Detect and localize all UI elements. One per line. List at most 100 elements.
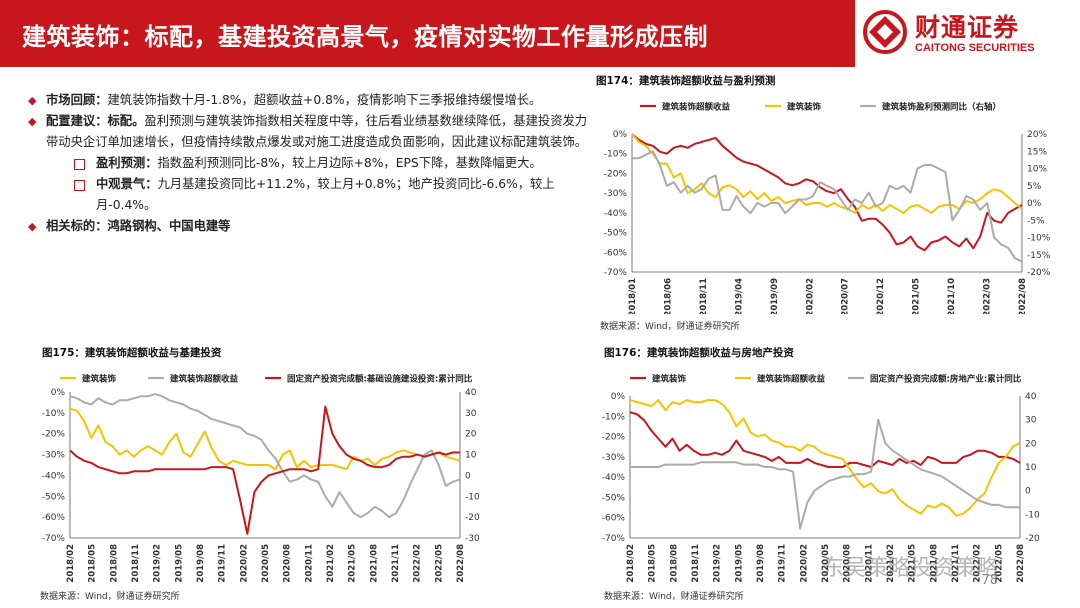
right-tick-label: 40 xyxy=(1025,392,1037,402)
x-tick-label: 2020/08 xyxy=(843,544,853,583)
x-tick-label: 2020/02 xyxy=(239,544,249,583)
bullet-text: 九月基建投资同比+11.2%，较上月+0.8%；地产投资同比-6.6%，较上月-… xyxy=(96,177,555,212)
summary-bullets: 市场回顾：建筑装饰指数十月-1.8%，超额收益+0.8%，疫情影响下三季报维持缓… xyxy=(28,90,593,237)
right-tick-label: 0 xyxy=(465,471,471,481)
right-tick-label: -10 xyxy=(1025,510,1040,520)
bullet-text: 指数盈利预测同比-8%，较上月边际+8%，EPS下降，基数降幅更大。 xyxy=(157,156,542,170)
bullet-related-stocks: 相关标的：鸿路钢构、中国电建等 xyxy=(28,216,593,237)
bullet-earnings-forecast: 盈利预测：指数盈利预测同比-8%，较上月边际+8%，EPS下降，基数降幅更大。 xyxy=(28,153,593,174)
x-tick-label: 2022/02 xyxy=(413,544,423,583)
legend-label: 建筑装饰超额收益 xyxy=(169,374,239,385)
x-tick-label: 2020/11 xyxy=(864,544,874,583)
x-tick-label: 2019/08 xyxy=(756,544,766,583)
series-line-2 xyxy=(631,133,1023,214)
right-tick-label: -20% xyxy=(1027,268,1051,278)
chart175: 0% -10% -20% -30% -40% -50% -60% -70% 40 30 20 10 0 -… xyxy=(42,374,480,583)
x-tick-label: 2022/08 xyxy=(1016,544,1026,583)
x-tick-label: 2018/08 xyxy=(669,544,679,583)
left-tick-label: 0% xyxy=(51,388,66,398)
x-tick-label: 2018/02 xyxy=(626,544,636,583)
x-tick-label: 2018/05 xyxy=(88,544,98,583)
left-tick-label: -40% xyxy=(604,209,628,219)
x-tick-label: 2021/02 xyxy=(326,544,336,583)
left-tick-label: -60% xyxy=(42,513,66,523)
x-tick-label: 2018/11 xyxy=(699,278,709,314)
x-tick-label: 2019/02 xyxy=(713,544,723,583)
left-tick-label: -10% xyxy=(602,412,626,422)
legend-label: 建筑装饰 xyxy=(81,374,117,385)
chart174: 0% -10% -20% -30% -40% -50% -60% -70% 20% 15% 10% 5… xyxy=(604,102,1051,315)
bullet-meso: 中观景气：九月基建投资同比+11.2%，较上月+0.8%；地产投资同比-6.6%… xyxy=(28,174,593,216)
left-tick-label: -40% xyxy=(42,471,66,481)
legend-label: 建筑装饰超额收益 xyxy=(756,374,826,385)
x-tick-label: 2018/02 xyxy=(66,544,76,583)
left-tick-label: -30% xyxy=(602,453,626,463)
logo-text-cn: 财通证券 xyxy=(915,13,1020,42)
bullet-text: 建筑装饰指数十月-1.8%，超额收益+0.8%，疫情影响下三季报维持缓慢增长。 xyxy=(107,93,542,107)
x-tick-label: 2019/04 xyxy=(734,278,744,314)
right-tick-label: 0 xyxy=(1025,487,1031,497)
left-tick-label: 0% xyxy=(613,130,628,140)
series-line-1 xyxy=(629,411,1021,468)
x-tick-label: 2020/08 xyxy=(283,544,293,583)
legend-label: 建筑装饰 xyxy=(651,374,687,385)
x-tick-label: 2019/02 xyxy=(153,544,163,583)
header-bar: 建筑装饰：标配，基建投资高景气，疫情对实物工作量形成压制 财通证券 CAITON… xyxy=(0,0,1080,67)
right-tick-label: -20 xyxy=(1025,534,1040,544)
left-tick-label: -30% xyxy=(604,189,628,199)
left-tick-label: -50% xyxy=(42,492,66,502)
left-tick-label: -40% xyxy=(602,473,626,483)
x-tick-label: 2021/05 xyxy=(912,278,922,314)
x-tick-label: 2018/05 xyxy=(648,544,658,583)
legend-label: 建筑装饰 xyxy=(786,102,822,113)
left-tick-label: -20% xyxy=(602,433,626,443)
right-tick-label: 20% xyxy=(1027,130,1047,140)
left-tick-label: -60% xyxy=(602,514,626,524)
right-tick-label: -10 xyxy=(465,492,480,502)
left-tick-label: -10% xyxy=(604,150,628,160)
logo-text-en: CAITONG SECURITIES xyxy=(915,42,1035,54)
x-tick-label: 2020/05 xyxy=(261,544,271,583)
right-tick-label: 20 xyxy=(465,430,477,440)
legend-label: 建筑装饰盈利预测同比（右轴） xyxy=(881,102,1001,113)
legend-label: 固定资产投资完成额:房地产业:累计同比 xyxy=(870,374,1022,385)
bullet-head: 盈利预测： xyxy=(96,156,158,170)
right-tick-label: 0% xyxy=(1027,199,1042,209)
chart174-source: 数据来源：Wind，财通证券研究所 xyxy=(600,322,740,332)
bullet-head: 配置建议：标配。 xyxy=(46,114,145,128)
x-tick-label: 2022/02 xyxy=(973,544,983,583)
left-tick-label: -60% xyxy=(604,248,628,258)
right-tick-label: 10 xyxy=(465,451,477,461)
right-tick-label: 20 xyxy=(1025,439,1037,449)
x-tick-label: 2018/08 xyxy=(109,544,119,583)
chart175-source: 数据来源：Wind，财通证券研究所 xyxy=(40,592,180,602)
right-tick-label: -10% xyxy=(1027,234,1051,244)
right-tick-label: -20 xyxy=(465,513,480,523)
bullet-text: 相关标的：鸿路钢构、中国电建等 xyxy=(46,219,231,233)
x-tick-label: 2019/05 xyxy=(734,544,744,583)
x-tick-label: 2021/05 xyxy=(348,544,358,583)
x-tick-label: 2019/09 xyxy=(770,278,780,314)
right-tick-label: 30 xyxy=(465,409,477,419)
right-tick-label: -30 xyxy=(465,534,480,544)
x-tick-label: 2022/05 xyxy=(994,544,1004,583)
right-tick-label: 10 xyxy=(1025,463,1037,473)
right-tick-label: 10% xyxy=(1027,165,1047,175)
x-tick-label: 2019/11 xyxy=(218,544,228,583)
x-tick-label: 2022/05 xyxy=(434,544,444,583)
page-title: 建筑装饰：标配，基建投资高景气，疫情对实物工作量形成压制 xyxy=(22,23,708,51)
legend-label: 固定资产投资完成额:基础设施建设投资:累计同比 xyxy=(287,374,473,385)
x-tick-label: 2018/11 xyxy=(691,544,701,583)
x-tick-label: 2019/11 xyxy=(778,544,788,583)
right-tick-label: 30 xyxy=(1025,416,1037,426)
chart175-title: 图175：建筑装饰超额收益与基建投资 xyxy=(42,347,222,359)
left-tick-label: -10% xyxy=(42,409,66,419)
series-line-3 xyxy=(632,150,1023,263)
bullet-head: 中观景气： xyxy=(96,177,158,191)
x-tick-label: 2021/05 xyxy=(908,544,918,583)
left-tick-label: -50% xyxy=(602,493,626,503)
x-tick-label: 2020/12 xyxy=(876,278,886,314)
page-number: 78 xyxy=(981,573,998,588)
right-tick-label: 15% xyxy=(1027,147,1047,157)
left-tick-label: 0% xyxy=(611,392,626,402)
